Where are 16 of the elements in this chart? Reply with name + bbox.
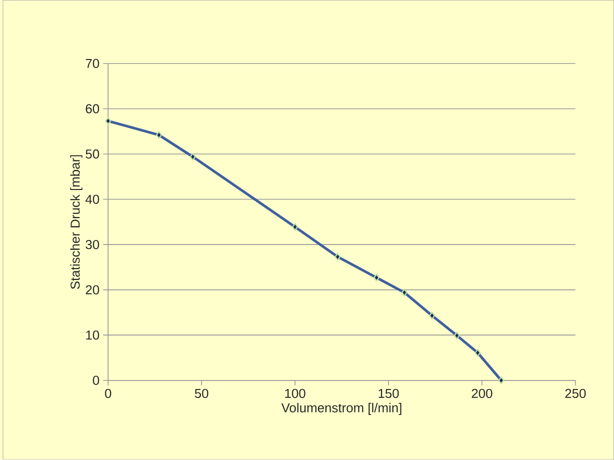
y-tick-label: 30 xyxy=(86,240,100,250)
x-tick-label: 150 xyxy=(378,388,399,398)
x-tick-label: 200 xyxy=(472,388,492,398)
y-tick-label: 70 xyxy=(86,58,100,68)
x-tick-label: 0 xyxy=(104,388,112,398)
y-tick-label: 10 xyxy=(86,330,100,340)
x-tick-label: 100 xyxy=(285,388,306,398)
y-axis-title: Statischer Druck [mbar] xyxy=(70,155,82,290)
y-tick-label: 0 xyxy=(92,376,100,386)
y-tick-label: 60 xyxy=(86,104,100,114)
x-tick-label: 50 xyxy=(194,388,208,398)
x-axis-title: Volumenstrom [l/min] xyxy=(281,402,402,416)
y-tick-label: 50 xyxy=(86,150,100,159)
y-tick-label: 20 xyxy=(86,285,100,295)
x-tick-label: 250 xyxy=(565,388,586,398)
y-tick-label: 40 xyxy=(85,194,100,204)
